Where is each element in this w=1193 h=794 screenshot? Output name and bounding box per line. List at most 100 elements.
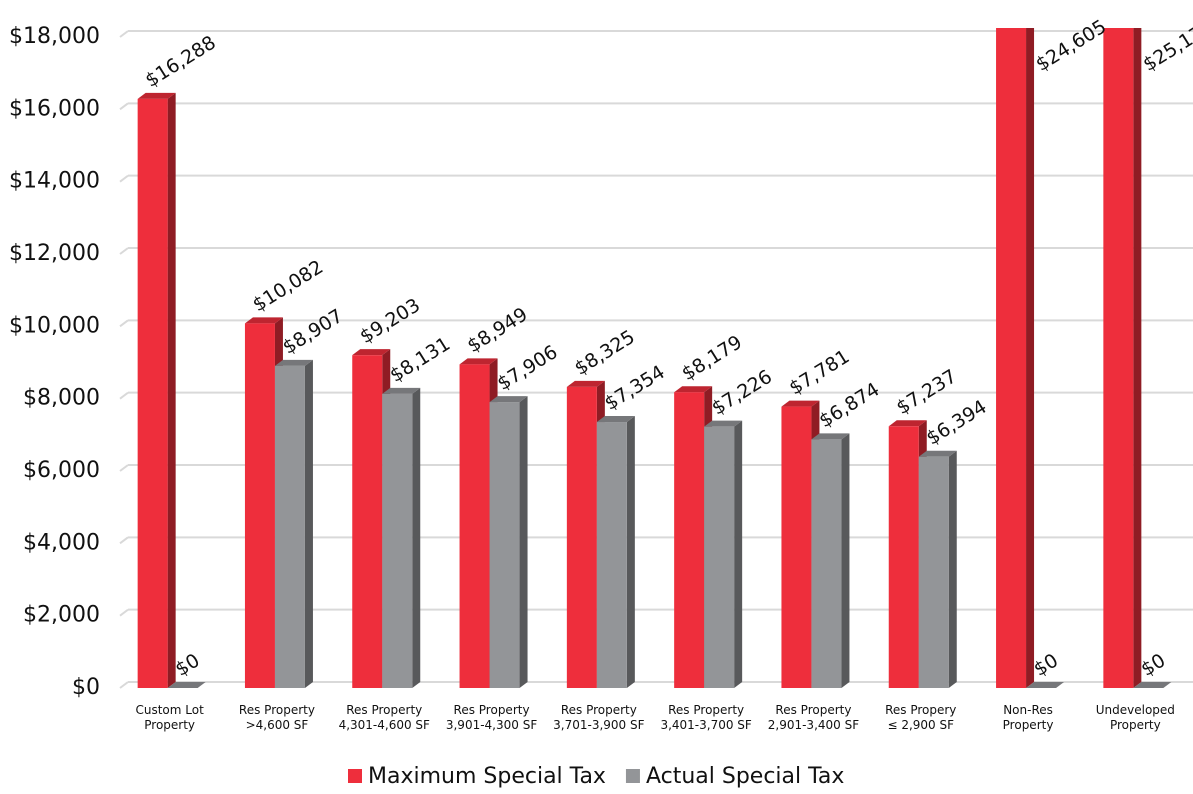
bar-front: [566, 386, 597, 688]
bar-side: [734, 420, 743, 688]
grid-line-depth: [119, 464, 129, 472]
bar-front: [888, 426, 919, 688]
bar-side: [948, 450, 957, 688]
bar-front: [382, 393, 413, 688]
grid-line-depth: [119, 174, 129, 183]
bar-top: [352, 349, 391, 356]
grid-line-depth: [119, 102, 129, 111]
bar-front: [704, 426, 735, 688]
value-label: $10,082: [249, 256, 327, 316]
bar: [167, 682, 206, 688]
x-tick-label: Res Property 3,701-3,900 SF: [553, 703, 644, 732]
y-tick-label: $16,000: [9, 96, 100, 121]
grid-line-depth: [119, 319, 129, 328]
bar-front: [244, 323, 275, 688]
bar-front: [996, 28, 1027, 689]
bar: [489, 396, 528, 688]
value-label: $8,907: [279, 305, 347, 359]
bar: [1133, 682, 1172, 688]
value-label: $16,288: [142, 32, 220, 92]
x-tick-label: Custom Lot Property: [135, 703, 204, 732]
value-label: $7,781: [785, 346, 853, 400]
x-tick-label: Res Property 3,901-4,300 SF: [446, 703, 537, 732]
bar-top: [704, 420, 743, 427]
bar-side: [1133, 28, 1142, 688]
grid-line-depth: [119, 608, 129, 617]
bar-top: [489, 396, 528, 403]
bar-side: [1026, 28, 1035, 688]
value-label: $8,949: [463, 303, 531, 357]
value-label: $0: [1137, 649, 1169, 680]
bar: [996, 28, 1035, 689]
bar-front: [1103, 28, 1134, 688]
bar-side: [167, 92, 176, 688]
bar-side: [626, 416, 635, 688]
value-label: $6,874: [815, 378, 883, 432]
grid-line-depth: [119, 681, 129, 689]
value-label: $25,173: [1139, 16, 1193, 76]
y-tick-label: $14,000: [9, 169, 100, 194]
bar-front: [459, 364, 490, 688]
legend-swatch: [348, 769, 362, 783]
grid-line-depth: [119, 30, 129, 38]
bar: [704, 420, 743, 688]
y-tick-label: $4,000: [23, 530, 100, 555]
bar-front: [274, 365, 305, 688]
bar-top: [167, 682, 206, 688]
bar: [1026, 682, 1065, 688]
bar-side: [519, 396, 528, 688]
bar-top: [1133, 682, 1172, 688]
bar-top: [459, 358, 498, 365]
value-label: $0: [172, 649, 204, 680]
bar-top: [918, 450, 957, 457]
x-tick-label: Non-Res Property: [1003, 703, 1054, 732]
x-tick-label: Res Property >4,600 SF: [239, 703, 315, 732]
bar: [811, 433, 850, 688]
value-label: $6,394: [923, 396, 991, 450]
bar-front: [352, 355, 383, 688]
bar: [918, 450, 957, 688]
y-tick-label: $10,000: [9, 313, 100, 338]
bar: [596, 416, 635, 688]
y-tick-label: $2,000: [23, 603, 100, 628]
y-tick-label: $12,000: [9, 241, 100, 266]
value-label: $8,179: [678, 331, 746, 385]
value-label: $8,325: [571, 326, 639, 380]
bar-top: [566, 380, 605, 387]
legend-label: Maximum Special Tax: [368, 764, 606, 789]
bar-front: [674, 392, 705, 688]
bar-top: [674, 386, 713, 393]
bar-side: [841, 433, 850, 688]
bar: [1103, 28, 1142, 688]
grid-line-depth: [119, 391, 129, 400]
y-tick-label: $8,000: [23, 386, 100, 411]
bar-top: [1026, 682, 1065, 688]
x-tick-label: Res Property 2,901-3,400 SF: [768, 703, 859, 732]
bar-top: [781, 400, 820, 407]
value-label: $8,131: [386, 333, 454, 387]
bar-front: [596, 422, 627, 688]
bar-top: [274, 359, 313, 366]
bar-front: [489, 402, 520, 688]
y-tick-label: $0: [72, 675, 100, 700]
x-tick-label: Res Propery ≤ 2,900 SF: [885, 703, 956, 732]
bar-top: [811, 433, 850, 440]
y-tick-label: $18,000: [9, 24, 100, 49]
value-label: $0: [1030, 649, 1062, 680]
x-tick-label: Res Property 3,401-3,700 SF: [660, 703, 751, 732]
grid-line-depth: [119, 247, 129, 255]
grid-line-depth: [119, 536, 129, 545]
bar-top: [244, 317, 283, 324]
bar-side: [304, 359, 313, 688]
x-tick-label: Res Property 4,301-4,600 SF: [339, 703, 430, 732]
bars: [137, 28, 1172, 689]
bar-front: [137, 98, 168, 688]
bar: [274, 359, 313, 688]
value-label: $7,906: [493, 341, 561, 395]
y-tick-label: $6,000: [23, 458, 100, 483]
bar: [382, 387, 421, 688]
bar-front: [918, 456, 949, 688]
bar-side: [412, 387, 421, 688]
legend: Maximum Special Tax Actual Special Tax: [348, 764, 844, 789]
